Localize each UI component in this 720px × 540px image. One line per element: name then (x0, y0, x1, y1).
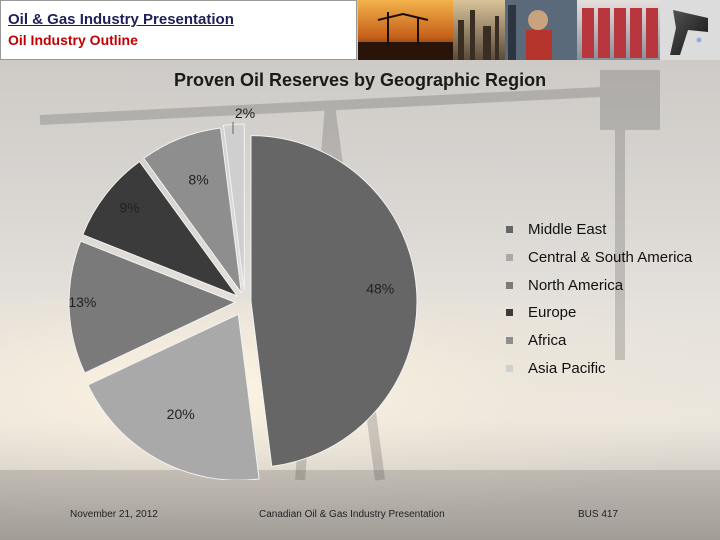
legend-swatch (506, 226, 513, 233)
oilfield-sunset-photo (358, 0, 453, 60)
legend-swatch (506, 364, 513, 372)
background-ground (0, 470, 720, 540)
pie-slice-europe (82, 160, 239, 297)
legend-swatch (506, 309, 513, 317)
pie-slice-middle-east (250, 135, 418, 467)
presentation-title: Oil & Gas Industry Presentation (8, 11, 234, 28)
fuel-nozzle-photo (660, 0, 720, 60)
legend-swatch (506, 337, 513, 345)
legend-label: Asia Pacific (528, 359, 606, 377)
pie-label-africa: 8% (188, 172, 208, 188)
legend-label: Central & South America (528, 248, 693, 266)
refinery-photo (453, 0, 505, 60)
chart-title: Proven Oil Reserves by Geographic Region (173, 70, 547, 90)
footer-presentation-name: Canadian Oil & Gas Industry Presentation (259, 509, 445, 520)
presentation-subtitle: Oil Industry Outline (8, 32, 138, 48)
pie-slice-north-america (68, 240, 237, 374)
pie-label-north-america: 13% (68, 294, 96, 310)
legend-swatch (506, 281, 513, 289)
pie-label-middle-east: 48% (366, 280, 394, 296)
header-photo-strip (358, 0, 720, 60)
pie-chart: 48% 20% 13% 9% 8% 2% (68, 105, 418, 480)
footer-date: November 21, 2012 (70, 509, 158, 520)
pie-slice-asia-pacific (222, 123, 245, 291)
legend-label: Europe (528, 304, 577, 322)
legend-label: Africa (528, 332, 567, 350)
pie-label-asia-pacific: 2% (235, 105, 255, 121)
pie-label-europe: 9% (119, 199, 139, 215)
legend-label: Middle East (528, 221, 607, 238)
pie-label-central-and-south-america: 20% (167, 406, 195, 422)
oil-barrels-photo (577, 0, 660, 60)
footer-course-code: BUS 417 (578, 509, 619, 520)
slide-title-box: Oil & Gas Industry Presentation Oil Indu… (0, 0, 357, 60)
legend-swatch (506, 253, 513, 261)
oil-worker-photo (505, 0, 577, 60)
pie-slice-central-and-south-america (87, 313, 260, 480)
legend-label: North America (528, 276, 624, 294)
pie-slice-africa (143, 127, 242, 293)
